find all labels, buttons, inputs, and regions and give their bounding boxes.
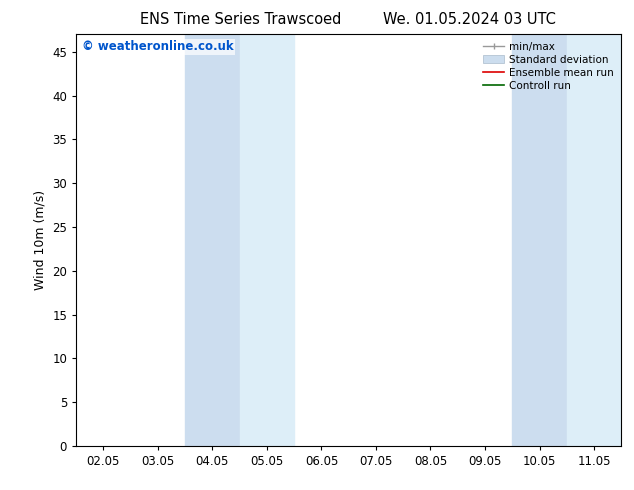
Y-axis label: Wind 10m (m/s): Wind 10m (m/s) xyxy=(34,190,47,290)
Bar xyxy=(240,34,294,446)
Bar xyxy=(185,34,240,446)
Bar xyxy=(567,34,621,446)
Text: ENS Time Series Trawscoed: ENS Time Series Trawscoed xyxy=(140,12,342,27)
Text: We. 01.05.2024 03 UTC: We. 01.05.2024 03 UTC xyxy=(383,12,555,27)
Text: © weatheronline.co.uk: © weatheronline.co.uk xyxy=(82,41,233,53)
Legend: min/max, Standard deviation, Ensemble mean run, Controll run: min/max, Standard deviation, Ensemble me… xyxy=(479,37,618,95)
Bar xyxy=(512,34,567,446)
